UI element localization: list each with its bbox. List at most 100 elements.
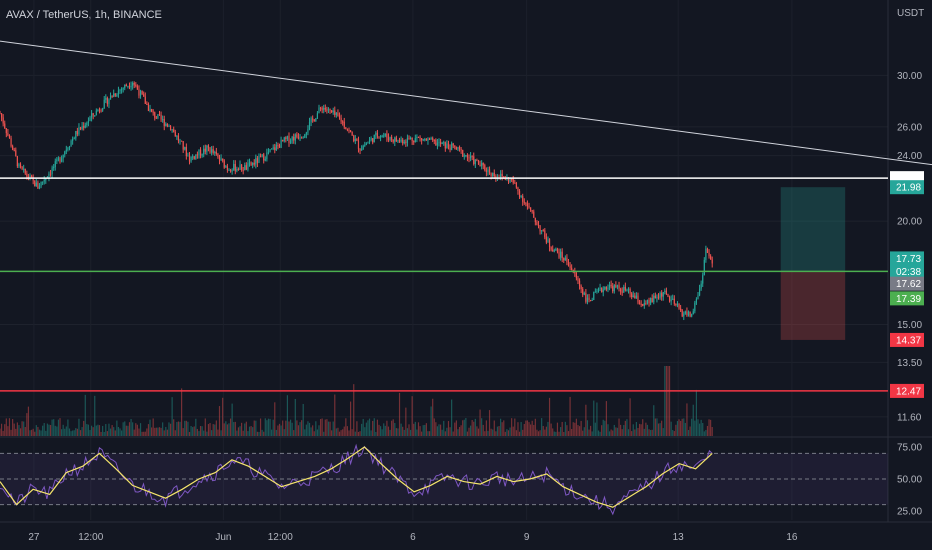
volume-bar [419, 426, 421, 436]
candle-body [345, 127, 347, 130]
candle-body [618, 285, 620, 289]
candle-body [263, 154, 265, 161]
candle-body [269, 149, 271, 153]
volume-bar [432, 398, 434, 436]
volume-bar [547, 421, 549, 436]
volume-bar [304, 429, 306, 436]
volume-bar [541, 418, 543, 436]
volume-bar [692, 404, 694, 436]
candle-body [610, 284, 612, 287]
candle-body [105, 97, 107, 100]
candle-body [94, 115, 96, 117]
volume-bar [23, 421, 25, 436]
candle-body [116, 94, 118, 96]
volume-bar [323, 431, 325, 436]
volume-bar [506, 429, 508, 436]
drawn-lines[interactable] [0, 0, 932, 392]
candle-body [151, 108, 153, 112]
symbol-title: AVAX / TetherUS, 1h, BINANCE [6, 9, 162, 21]
volume-bar [2, 430, 4, 436]
candle-body [100, 110, 102, 112]
candle-body [664, 290, 666, 292]
volume-bar [569, 396, 571, 436]
volume-bar [165, 426, 167, 436]
volume-bar [327, 421, 330, 436]
rsi-tick-label: 75.00 [897, 442, 922, 453]
volume-bar [70, 431, 72, 436]
volume-bar [266, 420, 268, 436]
volume-bar [75, 428, 77, 436]
volume-bar [4, 424, 6, 436]
volume-bar [635, 422, 637, 436]
volume-bar [702, 422, 704, 436]
volume-bar [171, 397, 173, 436]
volume-bar [119, 428, 121, 436]
candle-body [245, 165, 247, 170]
candle-body [531, 210, 533, 212]
volume-bar [553, 431, 555, 436]
candle-body [672, 298, 674, 300]
price-badge-label: 12.47 [896, 386, 921, 397]
volume-bar [207, 424, 210, 436]
price-badge [890, 276, 924, 291]
candle-body [275, 145, 277, 151]
volume-bar [536, 429, 538, 436]
candle-body [455, 147, 457, 150]
volume-bar [608, 431, 611, 436]
candles [0, 81, 713, 321]
volume-bar [95, 425, 97, 436]
volume-bar [477, 428, 480, 436]
candle-body [637, 295, 639, 303]
volume-bar [697, 419, 699, 436]
grid [0, 0, 932, 523]
candle-body [198, 149, 200, 155]
volume-bar [305, 424, 307, 436]
volume-bars [0, 366, 713, 436]
volume-bar [225, 421, 227, 436]
position-zones[interactable] [780, 187, 846, 340]
candle-body [103, 99, 105, 109]
volume-bar [586, 420, 589, 436]
volume-bar [691, 418, 693, 436]
volume-bar [640, 424, 642, 436]
candle-body [277, 145, 279, 147]
candle-body [160, 115, 162, 120]
volume-bar [49, 425, 52, 436]
candle-body [413, 140, 415, 143]
volume-bar [596, 402, 598, 436]
candle-body [680, 308, 682, 311]
candle-body [616, 285, 619, 288]
candle-body [252, 162, 254, 166]
volume-bar [403, 429, 405, 436]
candle-body [612, 286, 614, 292]
rsi-ma-line [0, 446, 713, 508]
volume-bar [229, 418, 232, 436]
candle-body [545, 237, 547, 243]
volume-bar [398, 392, 401, 436]
candle-body [687, 311, 690, 316]
candle-body [92, 113, 94, 116]
candle-body [313, 119, 315, 122]
volume-bar [185, 420, 187, 436]
candle-body [305, 132, 307, 135]
candle-body [640, 304, 642, 306]
volume-bar [198, 431, 200, 436]
volume-bar [367, 420, 369, 436]
volume-bar [645, 422, 647, 436]
candle-body [206, 145, 208, 152]
volume-bar [274, 402, 276, 436]
candle-body [187, 155, 189, 157]
volume-bar [583, 427, 585, 436]
candle-body [487, 169, 489, 172]
volume-bar [27, 406, 30, 436]
volume-bar [528, 422, 530, 436]
candle-body [83, 126, 85, 128]
candle-body [482, 162, 484, 166]
volume-bar [613, 424, 615, 436]
candle-body [634, 295, 636, 299]
candle-body [495, 176, 497, 178]
candle-body [439, 142, 442, 145]
candle-body [250, 162, 252, 166]
candle-body [133, 82, 135, 85]
